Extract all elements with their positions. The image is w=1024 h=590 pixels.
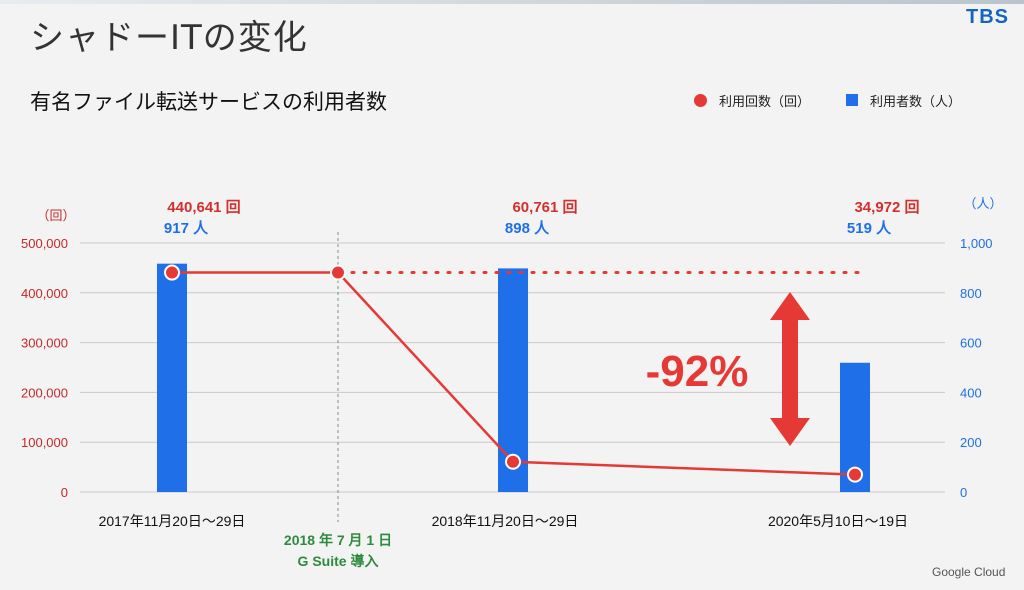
left-axis-tick-label: 200,000 bbox=[21, 385, 68, 400]
right-axis-tick-label: 800 bbox=[960, 286, 982, 301]
top-bar bbox=[0, 0, 1024, 4]
right-axis-tick-label: 1,000 bbox=[960, 236, 993, 251]
user-count-data-label: 898 人 bbox=[505, 220, 550, 237]
left-axis-tick-label: 100,000 bbox=[21, 435, 68, 450]
event-point bbox=[330, 264, 346, 281]
legend-item-user-count: 利用者数（人） bbox=[846, 88, 961, 112]
usage-count-point bbox=[164, 264, 180, 281]
user-count-bar bbox=[157, 263, 187, 492]
left-axis-tick-label: 300,000 bbox=[21, 336, 68, 351]
legend-red-dot-icon bbox=[694, 93, 707, 107]
page-title: シャドーITの変化 bbox=[30, 18, 308, 58]
right-axis-tick-label: 200 bbox=[960, 435, 982, 450]
event-date-label: 2018 年 7 月 1 日 bbox=[284, 532, 392, 548]
user-count-data-label: 917 人 bbox=[164, 220, 209, 237]
left-axis-unit: （回） bbox=[36, 208, 75, 223]
usage-count-data-label: 60,761 回 bbox=[512, 199, 577, 216]
left-axis-tick-label: 400,000 bbox=[21, 286, 68, 301]
usage-count-point bbox=[505, 453, 521, 470]
percent-change-label: -92% bbox=[646, 347, 749, 396]
legend-label-user-count: 利用者数（人） bbox=[870, 94, 962, 110]
usage-count-point bbox=[847, 466, 863, 483]
right-axis-tick-label: 600 bbox=[960, 336, 982, 351]
usage-count-data-label: 34,972 回 bbox=[854, 199, 919, 216]
google-cloud-logo: Google Cloud bbox=[932, 565, 1006, 579]
category-label: 2017年11月20日〜29日 bbox=[99, 513, 246, 529]
category-label: 2018年11月20日〜29日 bbox=[432, 513, 579, 529]
usage-count-line bbox=[172, 271, 856, 476]
left-axis-tick-label: 500,000 bbox=[21, 236, 68, 251]
chart-title: 有名ファイル転送サービスの利用者数 bbox=[30, 90, 387, 114]
user-count-data-label: 519 人 bbox=[847, 220, 892, 237]
legend-item-usage-count: 利用回数（回） bbox=[694, 88, 810, 112]
event-name-label: G Suite 導入 bbox=[298, 553, 379, 569]
category-label: 2020年5月10日〜19日 bbox=[768, 513, 908, 529]
left-axis-tick-label: 0 bbox=[61, 485, 68, 500]
right-axis-tick-label: 0 bbox=[960, 485, 967, 500]
usage-count-data-label: 440,641 回 bbox=[167, 199, 240, 216]
double-arrow-icon bbox=[770, 292, 810, 446]
right-axis-tick-label: 400 bbox=[960, 385, 982, 400]
right-axis-unit: （人） bbox=[963, 196, 1002, 211]
legend-label-usage-count: 利用回数（回） bbox=[719, 94, 811, 110]
tbs-logo: TBS bbox=[966, 6, 1009, 28]
legend-blue-square-icon bbox=[846, 94, 858, 106]
